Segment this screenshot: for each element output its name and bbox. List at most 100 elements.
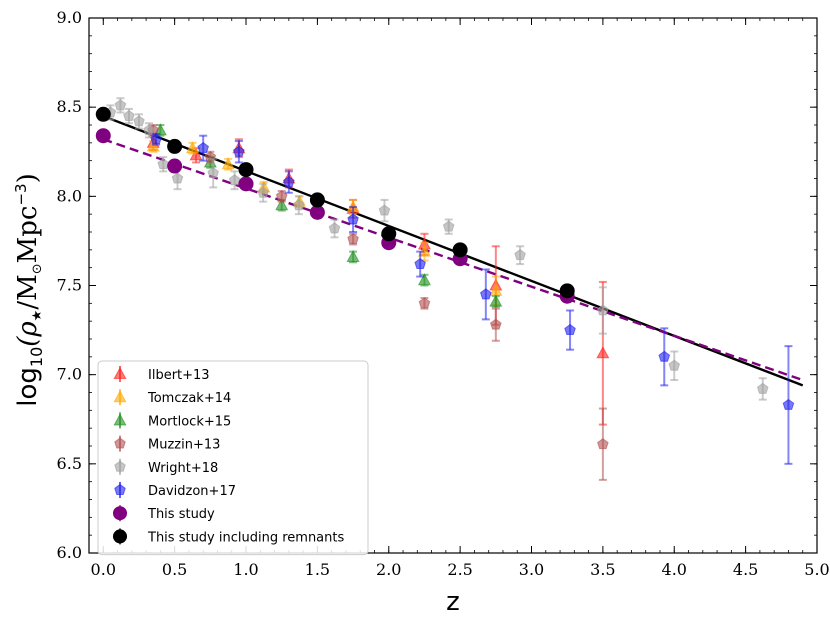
legend-entry-muzzin-13: Muzzin+13 — [114, 435, 220, 453]
legend-label: Davidzon+17 — [148, 484, 236, 499]
tomczak-14-point — [185, 141, 200, 154]
legend-entry-davidzon-17: Davidzon+17 — [114, 482, 236, 499]
x-tick-label: 2.5 — [447, 560, 472, 579]
y-tick-label: 7.5 — [57, 276, 82, 295]
davidzon-17-point — [283, 175, 295, 188]
legend-entry-mortlock-15: Mortlock+15 — [113, 412, 231, 429]
davidzon-17-point — [480, 288, 492, 300]
x-tick-label: 4.5 — [733, 560, 758, 579]
wright-18-point — [378, 204, 391, 216]
legend-entry-this-study: This study — [113, 505, 215, 522]
this-study-including-remnants-point — [309, 192, 325, 208]
davidzon-17-point — [658, 350, 671, 362]
x-axis-title: z — [446, 587, 460, 617]
muzzin-13-point — [418, 297, 431, 309]
legend-label: Ilbert+13 — [148, 368, 210, 383]
legend-label: Muzzin+13 — [148, 438, 220, 453]
davidzon-17-point — [150, 133, 162, 145]
davidzon-17-point — [564, 323, 576, 336]
wright-18-point — [293, 199, 305, 211]
davidzon-17-point — [782, 398, 795, 410]
wright-18-point — [257, 186, 269, 198]
mortlock-15-point — [489, 294, 503, 307]
legend-marker — [113, 529, 127, 544]
legend-entry-tomczak-14: Tomczak+14 — [113, 389, 231, 406]
legend-marker — [114, 460, 126, 472]
data-series — [95, 97, 795, 481]
y-tick-label: 9.0 — [57, 8, 82, 27]
wright-18-point — [442, 220, 455, 232]
x-tick-label: 1.0 — [233, 560, 258, 579]
mortlock-15-point — [417, 273, 432, 286]
ilbert-13-point — [596, 346, 610, 359]
legend-entry-ilbert-13: Ilbert+13 — [113, 366, 210, 383]
davidzon-17-point — [347, 213, 359, 225]
wright-18-point — [114, 99, 127, 111]
wright-18-point — [123, 109, 135, 122]
muzzin-13-point — [597, 438, 609, 450]
legend-label: Mortlock+15 — [148, 414, 231, 429]
legend-box — [97, 360, 369, 556]
this-study-including-remnants-point — [238, 162, 254, 178]
legend-label: Wright+18 — [148, 461, 218, 476]
wright-18-point — [143, 124, 155, 136]
legend-label: This study — [147, 507, 215, 522]
x-tick-label: 2.0 — [376, 560, 401, 579]
this-study-point — [309, 204, 325, 220]
wright-18-point — [207, 167, 220, 179]
x-tick-label: 1.5 — [305, 560, 330, 579]
y-tick-label: 6.5 — [57, 454, 82, 473]
x-tick-label: 3.5 — [590, 560, 615, 579]
legend-marker — [114, 437, 126, 449]
legend-marker — [113, 506, 127, 521]
legend-entry-wright-18: Wright+18 — [114, 458, 218, 476]
this-study-point — [95, 128, 111, 144]
tick-labels: 0.0 0.5 1.0 1.5 2.0 2.5 3.0 3.5 4.0 4.5 5.0 6.0 6.5 7… — [57, 8, 830, 579]
wright-18-point — [597, 304, 609, 316]
wright-18-point — [668, 359, 681, 371]
muzzin-13-point — [275, 190, 288, 202]
wright-18-point — [133, 115, 145, 127]
this-study-including-remnants-point — [559, 283, 575, 299]
x-tick-label: 4.0 — [662, 560, 687, 579]
ilbert-13-point — [189, 148, 203, 161]
this-study-point — [167, 158, 183, 174]
y-axis-title: log10(ρ★/M⊙Mpc−3) — [12, 173, 46, 407]
wright-18-point — [514, 249, 526, 261]
legend-marker — [114, 483, 126, 495]
y-tick-label: 6.0 — [57, 543, 82, 562]
legend: Ilbert+13 Tomczak+14 Mortlock+15 Muzzin+13 W… — [97, 360, 369, 556]
wright-18-series — [104, 97, 769, 401]
x-tick-label: 5.0 — [804, 560, 829, 579]
this-study-including-remnants-point — [452, 242, 468, 258]
wright-18-point — [157, 158, 170, 170]
y-tick-label: 8.5 — [57, 97, 82, 116]
wright-18-point — [228, 174, 241, 186]
legend-marker — [113, 390, 127, 403]
y-tick-label: 7.0 — [57, 365, 82, 384]
x-tick-label: 0.0 — [91, 560, 116, 579]
legend-label: Tomczak+14 — [147, 391, 231, 406]
wright-18-point — [756, 382, 769, 394]
x-tick-label: 3.0 — [519, 560, 544, 579]
this-study-including-remnants-point — [167, 138, 183, 154]
legend-label: This study including remnants — [147, 530, 344, 545]
davidzon-17-point — [414, 257, 426, 270]
wright-18-point — [328, 222, 341, 234]
legend-marker — [113, 413, 127, 426]
legend-entry-this-study-including-remnants: This study including remnants — [113, 528, 344, 545]
tomczak-14-point — [221, 157, 235, 170]
tomczak-14-point — [146, 139, 160, 152]
muzzin-13-point — [490, 318, 502, 330]
this-study-point — [238, 176, 254, 192]
this-study-including-remnants-series — [95, 106, 575, 299]
davidzon-17-point — [233, 145, 245, 157]
x-tick-label: 0.5 — [162, 560, 187, 579]
davidzon-17-point — [197, 142, 210, 154]
wright-18-point — [171, 172, 184, 184]
muzzin-13-series — [147, 124, 609, 481]
this-study-including-remnants-point — [95, 106, 111, 122]
legend-marker — [113, 366, 127, 380]
this-study-including-remnants-point — [381, 226, 397, 242]
